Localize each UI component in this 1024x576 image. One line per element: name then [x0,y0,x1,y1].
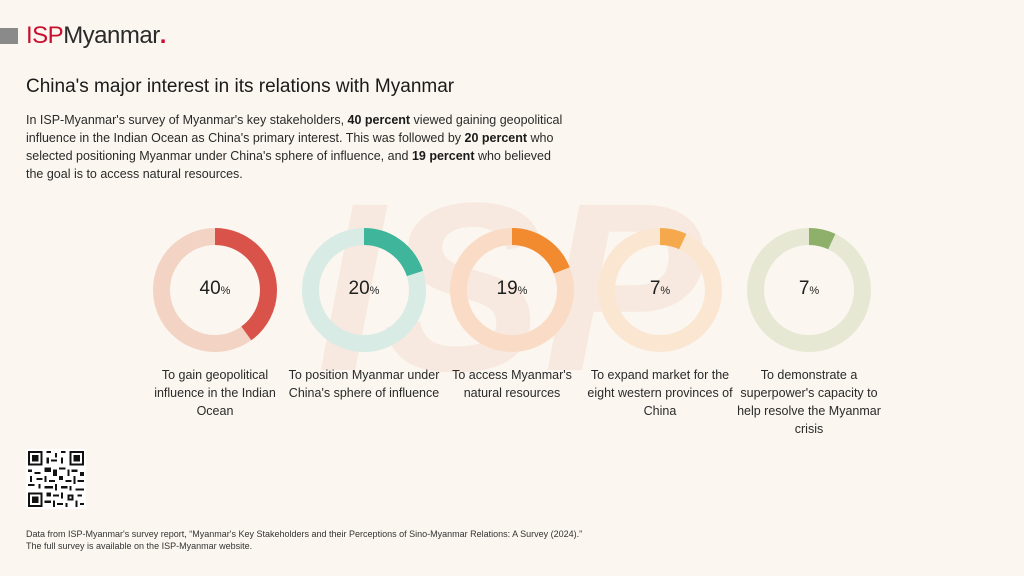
percent-label: 7% [798,278,820,299]
percent-label: 7% [649,278,671,299]
donut-item: 7% To demonstrate a superpower's capacit… [724,228,894,438]
brand-bar [0,28,18,44]
category-label: To gain geopolitical influence in the In… [154,368,276,418]
percent-label: 19% [496,278,528,299]
logo-isp: ISP [26,22,64,49]
donut-item: 7% To expand market for the eight wester… [575,228,745,420]
donut-arc [302,228,426,352]
category-label: To position Myanmar under China's sphere… [288,368,440,400]
donut-chart [450,228,574,352]
logo-dot: . [159,22,167,49]
donut-chart [153,228,277,352]
donut-item: 40% To gain geopolitical influence in th… [130,228,300,420]
category-label: To demonstrate a superpower's capacity t… [737,368,881,436]
donut-arc [747,228,871,352]
qr-code[interactable] [26,449,86,509]
donut-arc [153,228,277,352]
logo-name: Myanmar [63,22,160,49]
logo[interactable]: ISPMyanmar. [26,22,166,50]
category-label: To access Myanmar's natural resources [452,368,572,400]
category-label: To expand market for the eight western p… [587,368,733,418]
source-note: Data from ISP-Myanmar's survey report, “… [26,529,583,551]
donut-chart [598,228,722,352]
page-title: China's major interest in its relations … [26,76,455,97]
donut-chart-row: 40% To gain geopolitical influence in th… [0,228,1024,438]
intro-text: In ISP-Myanmar's survey of Myanmar's key… [26,113,563,181]
donut-item: 19% To access Myanmar's natural resource… [427,228,597,402]
donut-item: 20% To position Myanmar under China's sp… [279,228,449,402]
percent-label: 20% [348,278,380,299]
donut-arc [598,228,722,352]
donut-chart [747,228,871,352]
percent-label: 40% [199,278,231,299]
donut-chart [302,228,426,352]
donut-arc [450,228,574,352]
